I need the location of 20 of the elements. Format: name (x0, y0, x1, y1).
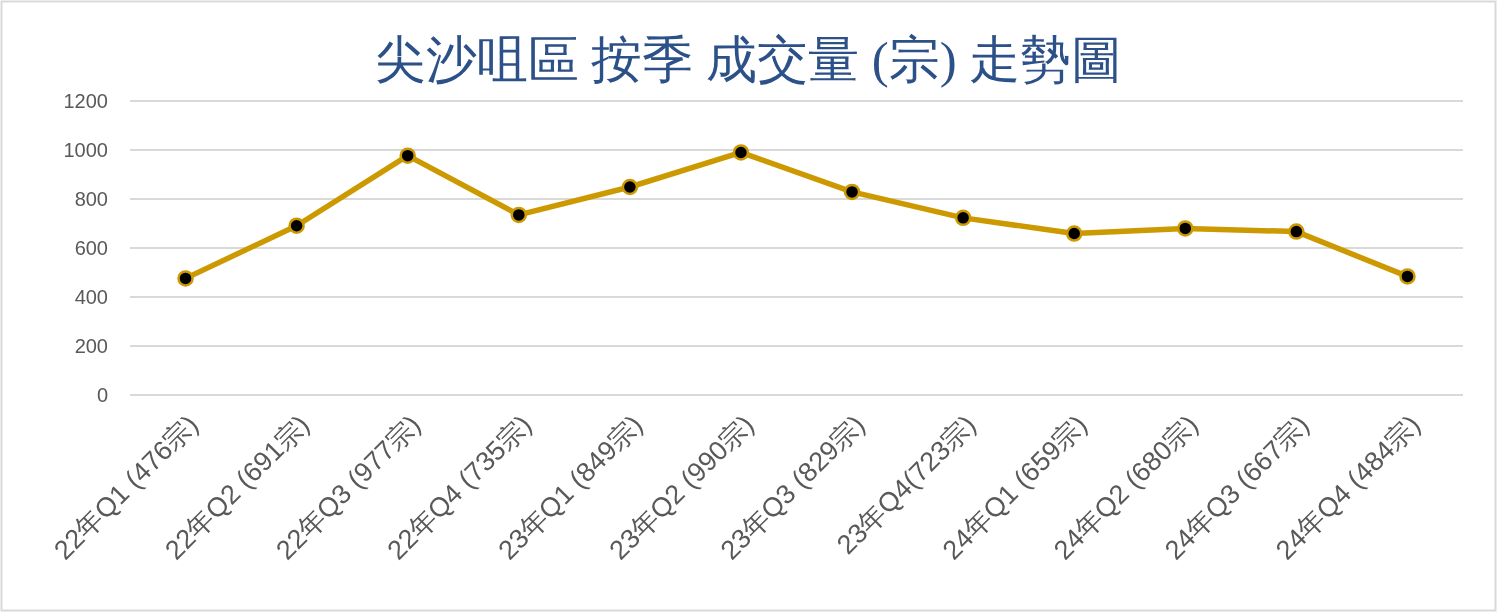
y-tick-label: 600 (74, 237, 108, 259)
y-tick-label: 200 (74, 335, 108, 357)
point (843, 183, 861, 201)
chart-title: 尖沙咀區 按季 成交量 (宗) 走勢圖 (374, 32, 1123, 88)
y-tick-label: 800 (74, 188, 108, 210)
y-tick-label: 0 (96, 384, 108, 406)
point (621, 178, 639, 196)
point (1065, 225, 1083, 242)
y-tick-label: 1000 (63, 139, 108, 161)
y-tick-label: 1200 (63, 90, 108, 112)
point (399, 147, 416, 164)
y-tick-label: 400 (74, 286, 108, 308)
point (954, 209, 972, 227)
point (1288, 223, 1305, 240)
point (1177, 220, 1194, 237)
point (288, 217, 305, 234)
point (510, 206, 528, 224)
point (1399, 268, 1416, 285)
point (732, 144, 750, 161)
point (177, 270, 194, 287)
